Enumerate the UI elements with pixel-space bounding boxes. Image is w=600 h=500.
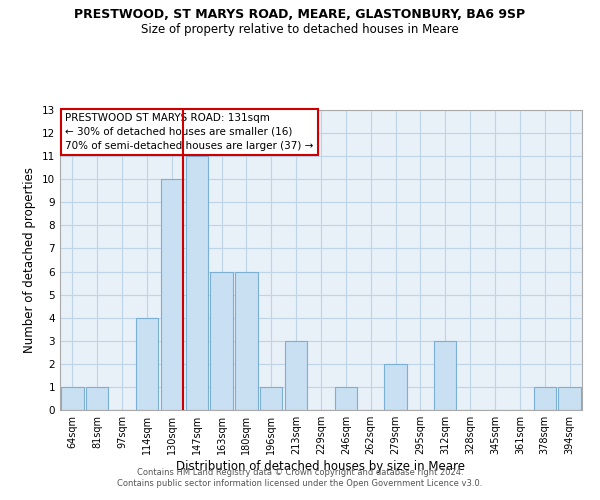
Text: PRESTWOOD ST MARYS ROAD: 131sqm
← 30% of detached houses are smaller (16)
70% of: PRESTWOOD ST MARYS ROAD: 131sqm ← 30% of… xyxy=(65,113,314,151)
Bar xyxy=(434,341,457,410)
Bar xyxy=(285,341,307,410)
Text: Size of property relative to detached houses in Meare: Size of property relative to detached ho… xyxy=(141,22,459,36)
Bar xyxy=(185,156,208,410)
Bar xyxy=(136,318,158,410)
Bar xyxy=(86,387,109,410)
Bar xyxy=(335,387,357,410)
X-axis label: Distribution of detached houses by size in Meare: Distribution of detached houses by size … xyxy=(176,460,466,473)
Text: Contains HM Land Registry data © Crown copyright and database right 2024.
Contai: Contains HM Land Registry data © Crown c… xyxy=(118,468,482,487)
Bar xyxy=(61,387,83,410)
Text: PRESTWOOD, ST MARYS ROAD, MEARE, GLASTONBURY, BA6 9SP: PRESTWOOD, ST MARYS ROAD, MEARE, GLASTON… xyxy=(74,8,526,20)
Bar xyxy=(161,179,183,410)
Bar xyxy=(211,272,233,410)
Bar xyxy=(559,387,581,410)
Bar xyxy=(385,364,407,410)
Bar xyxy=(235,272,257,410)
Bar xyxy=(260,387,283,410)
Y-axis label: Number of detached properties: Number of detached properties xyxy=(23,167,37,353)
Bar xyxy=(533,387,556,410)
